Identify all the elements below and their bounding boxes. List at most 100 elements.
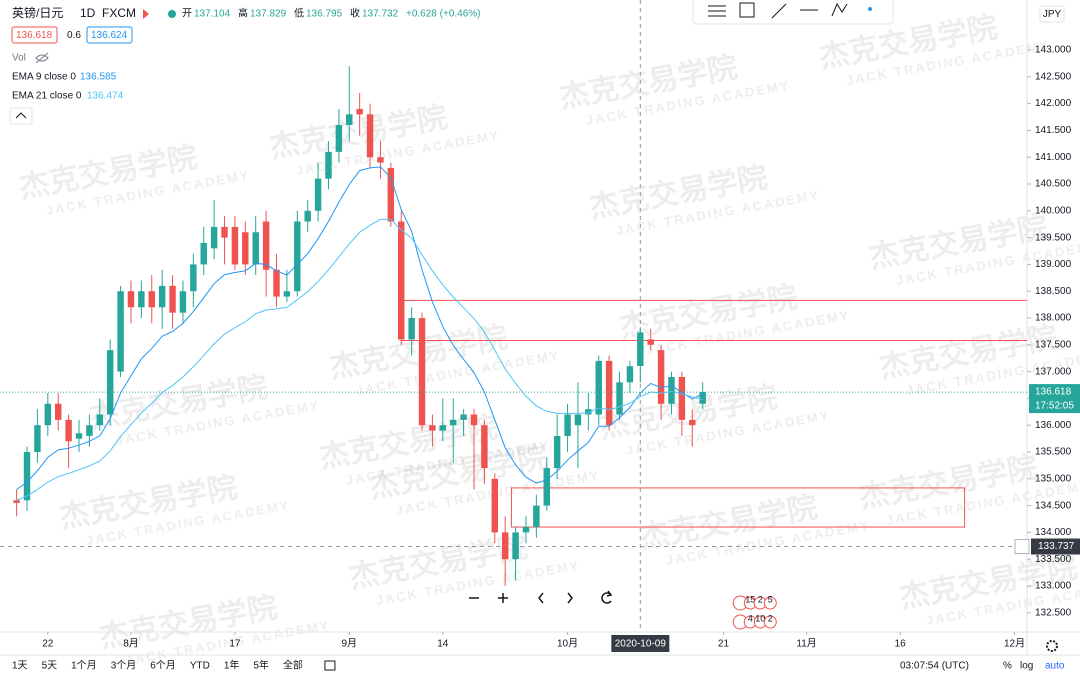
tool-trend[interactable] <box>771 3 787 19</box>
bid-box[interactable] <box>11 26 58 44</box>
candle-body <box>346 114 353 126</box>
icon <box>538 592 544 604</box>
tool-rect[interactable] <box>739 2 755 18</box>
x-tick-label: 16 <box>895 639 907 650</box>
candle-body <box>65 419 72 442</box>
candle-body <box>408 318 415 340</box>
candle-body <box>335 125 343 152</box>
zone <box>510 487 966 528</box>
scroll-left[interactable] <box>530 587 552 609</box>
candle-body <box>501 532 509 560</box>
settings[interactable] <box>1046 640 1058 652</box>
x-tick-label: 9月 <box>341 638 357 650</box>
candle-body <box>210 226 218 249</box>
candle-body <box>668 376 675 404</box>
candle-body <box>512 532 519 560</box>
range-button[interactable]: YTD <box>190 661 210 672</box>
x-tick-label: 22 <box>42 639 54 650</box>
candle-body <box>449 419 457 426</box>
candle-body <box>470 414 478 426</box>
y-tick-label: 134.000 <box>1035 527 1072 538</box>
collapse-button[interactable] <box>9 107 33 125</box>
reset[interactable] <box>596 587 618 609</box>
icon <box>567 592 573 604</box>
candle-body <box>273 269 280 297</box>
ohlc-label: 高 <box>238 7 248 20</box>
interval: 1D <box>80 6 96 20</box>
crosshair-x-label: 2020-10-09 <box>615 639 667 650</box>
candle-body <box>626 366 634 383</box>
candle-body <box>158 285 166 308</box>
candle-body <box>387 167 395 222</box>
range-button[interactable]: 3个月 <box>111 660 137 672</box>
tool-pattern[interactable] <box>831 2 848 17</box>
candle-body <box>325 151 332 179</box>
candle-body <box>117 291 124 372</box>
range-button[interactable]: 1个月 <box>71 660 97 672</box>
range-button[interactable]: 5天 <box>42 661 58 672</box>
candle-body <box>304 210 311 222</box>
candle-body <box>647 339 654 345</box>
event-count: 2 <box>768 613 773 623</box>
x-tick-label: 8月 <box>123 638 139 650</box>
plot: 132.500 133.000 133.500 134.000 134.500 135.0… <box>0 0 1080 652</box>
currency: JPY <box>1043 9 1062 20</box>
calendar-icon[interactable] <box>324 660 336 671</box>
ema-line <box>16 218 703 501</box>
auto-button[interactable]: auto <box>1045 661 1065 672</box>
candle-body <box>564 414 571 436</box>
candle-body <box>86 425 93 436</box>
status-dot <box>168 10 176 18</box>
tool-lines[interactable] <box>708 5 726 17</box>
candle-body <box>637 332 644 367</box>
range-button[interactable]: 1年 <box>224 659 240 672</box>
event-badge <box>763 615 777 629</box>
ohlc-value: 137.732 <box>362 9 399 20</box>
ema-label: EMA 21 close 0 <box>12 91 82 102</box>
ohlc: 开 137.104 高 137.829 低 136.795 收 137.732 +0.628 (… <box>182 7 481 20</box>
y-tick-label: 141.000 <box>1035 152 1072 163</box>
currency-box <box>1039 5 1065 23</box>
candle-body <box>553 435 561 469</box>
y-tick-label: 135.500 <box>1035 447 1072 458</box>
percent-button[interactable]: % <box>1003 661 1012 672</box>
y-tick-label: 140.500 <box>1035 179 1072 190</box>
collapse-icon <box>15 112 27 119</box>
log-button[interactable]: log <box>1020 661 1033 672</box>
x-tick-label: 17 <box>229 639 241 650</box>
spread: 0.6 <box>67 30 81 41</box>
scroll-right[interactable] <box>559 587 581 609</box>
ema-value: 136.585 <box>80 72 117 83</box>
candle-body <box>439 425 447 431</box>
candle-body <box>491 478 499 533</box>
ohlc-label: 低 <box>294 7 304 20</box>
ema-line <box>16 166 703 490</box>
time: 03:07:54 (UTC) <box>900 661 969 672</box>
range-button[interactable]: 1天 <box>12 661 28 672</box>
candle-body <box>44 403 52 426</box>
candle-body <box>231 226 239 265</box>
x-tick-label: 12月 <box>1004 638 1025 650</box>
candle-body <box>657 350 665 404</box>
candle-body <box>200 242 207 265</box>
range-button[interactable]: 5年 <box>253 659 269 672</box>
range-button[interactable]: 6个月 <box>150 660 176 672</box>
candle-body <box>605 360 613 426</box>
ask-box[interactable] <box>86 26 133 44</box>
candle-body <box>138 291 145 308</box>
vol-label: Vol <box>12 53 26 64</box>
tool-dot[interactable] <box>868 7 872 11</box>
y-tick-label: 139.000 <box>1035 259 1072 270</box>
ohlc-label: 收 <box>350 7 360 20</box>
crosshair-plus[interactable] <box>1014 539 1030 555</box>
candle-body <box>75 433 83 439</box>
crosshair-y-label: 133.737 <box>1038 541 1075 552</box>
candle-body <box>23 452 31 501</box>
range-button[interactable]: 全部 <box>283 659 303 672</box>
flag-icon <box>143 9 149 19</box>
y-tick-label: 135.000 <box>1035 473 1072 484</box>
hide-icon[interactable] <box>35 52 49 64</box>
event-badge <box>763 596 777 610</box>
countdown: 17:52:05 <box>1035 401 1074 412</box>
candle-body <box>574 414 582 426</box>
